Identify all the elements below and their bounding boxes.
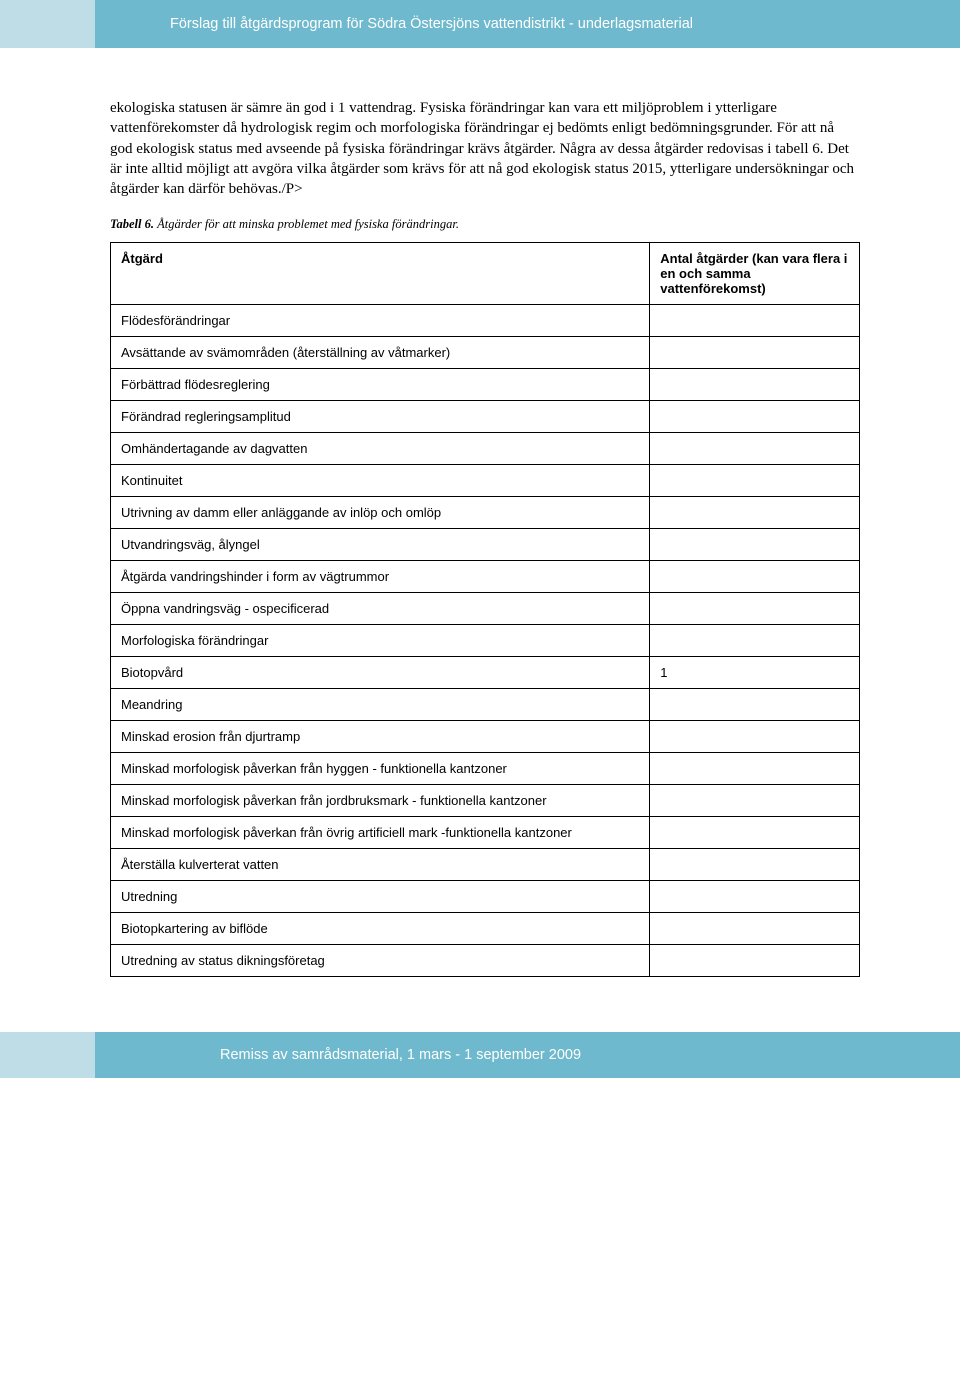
cell-action: Omhändertagande av dagvatten [111,433,650,465]
cell-count [650,849,860,881]
cell-action: Avsättande av svämområden (återställning… [111,337,650,369]
table-row: Åtgärda vandringshinder i form av vägtru… [111,561,860,593]
cell-count [650,337,860,369]
table-row: Minskad erosion från djurtramp [111,721,860,753]
table-row: Återställa kulverterat vatten [111,849,860,881]
cell-action: Minskad erosion från djurtramp [111,721,650,753]
table-header-row: Åtgärd Antal åtgärder (kan vara flera i … [111,243,860,305]
table-row: Flödesförändringar [111,305,860,337]
table-row: Omhändertagande av dagvatten [111,433,860,465]
table-row: Förändrad regleringsamplitud [111,401,860,433]
content-region: ekologiska statusen är sämre än god i 1 … [0,98,960,977]
cell-action: Återställa kulverterat vatten [111,849,650,881]
cell-action: Kontinuitet [111,465,650,497]
cell-action: Minskad morfologisk påverkan från jordbr… [111,785,650,817]
footer-text: Remiss av samrådsmaterial, 1 mars - 1 se… [220,1047,581,1063]
cell-action: Flödesförändringar [111,305,650,337]
cell-action: Utvandringsväg, ålyngel [111,529,650,561]
cell-count [650,625,860,657]
cell-count [650,753,860,785]
header-count: Antal åtgärder (kan vara flera i en och … [650,243,860,305]
table-row: Meandring [111,689,860,721]
table-row: Biotopkartering av biflöde [111,913,860,945]
cell-action: Minskad morfologisk påverkan från övrig … [111,817,650,849]
table-row: Förbättrad flödesreglering [111,369,860,401]
cell-count [650,689,860,721]
table-caption: Tabell 6. Åtgärder för att minska proble… [110,217,860,232]
table-row: Utvandringsväg, ålyngel [111,529,860,561]
table-row: Utredning av status dikningsföretag [111,945,860,977]
header-tab [0,0,95,48]
caption-label: Tabell 6. [110,217,154,231]
cell-action: Förbättrad flödesreglering [111,369,650,401]
cell-count [650,593,860,625]
cell-action: Biotopvård [111,657,650,689]
cell-action: Meandring [111,689,650,721]
table-row: Biotopvård1 [111,657,860,689]
header-action: Åtgärd [111,243,650,305]
cell-count [650,881,860,913]
cell-count [650,913,860,945]
cell-count [650,945,860,977]
header-bar: Förslag till åtgärdsprogram för Södra Ös… [0,0,960,48]
cell-action: Utredning [111,881,650,913]
caption-text: Åtgärder för att minska problemet med fy… [154,217,459,231]
body-paragraph: ekologiska statusen är sämre än god i 1 … [110,98,860,199]
actions-table: Åtgärd Antal åtgärder (kan vara flera i … [110,242,860,977]
cell-action: Åtgärda vandringshinder i form av vägtru… [111,561,650,593]
cell-count [650,433,860,465]
cell-count [650,497,860,529]
cell-action: Utrivning av damm eller anläggande av in… [111,497,650,529]
table-row: Minskad morfologisk påverkan från hyggen… [111,753,860,785]
cell-action: Biotopkartering av biflöde [111,913,650,945]
cell-count [650,785,860,817]
header-title: Förslag till åtgärdsprogram för Södra Ös… [170,16,693,32]
cell-count [650,817,860,849]
table-row: Kontinuitet [111,465,860,497]
table-row: Minskad morfologisk påverkan från jordbr… [111,785,860,817]
cell-count [650,561,860,593]
table-row: Öppna vandringsväg - ospecificerad [111,593,860,625]
table-row: Morfologiska förändringar [111,625,860,657]
footer-tab [0,1032,95,1078]
cell-count [650,305,860,337]
table-row: Utredning [111,881,860,913]
cell-count: 1 [650,657,860,689]
cell-action: Morfologiska förändringar [111,625,650,657]
cell-action: Förändrad regleringsamplitud [111,401,650,433]
table-row: Utrivning av damm eller anläggande av in… [111,497,860,529]
table-row: Minskad morfologisk påverkan från övrig … [111,817,860,849]
footer-bar: Remiss av samrådsmaterial, 1 mars - 1 se… [0,1032,960,1078]
cell-count [650,465,860,497]
cell-count [650,401,860,433]
cell-count [650,721,860,753]
cell-action: Öppna vandringsväg - ospecificerad [111,593,650,625]
cell-count [650,529,860,561]
cell-action: Minskad morfologisk påverkan från hyggen… [111,753,650,785]
cell-action: Utredning av status dikningsföretag [111,945,650,977]
table-row: Avsättande av svämområden (återställning… [111,337,860,369]
cell-count [650,369,860,401]
